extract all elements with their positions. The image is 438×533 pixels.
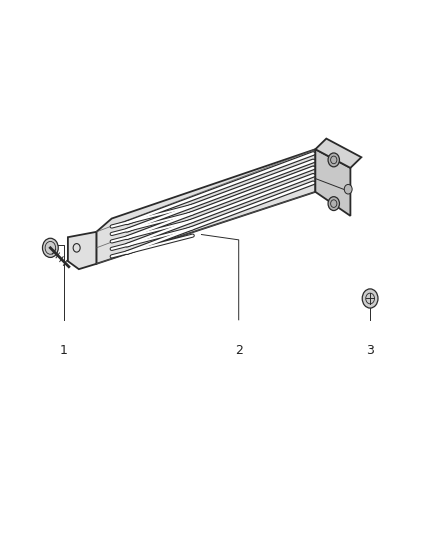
Circle shape: [328, 197, 339, 211]
Circle shape: [362, 289, 378, 308]
Text: 3: 3: [366, 344, 374, 357]
Text: 2: 2: [235, 344, 243, 357]
Text: 1: 1: [60, 344, 67, 357]
Circle shape: [42, 238, 58, 257]
Polygon shape: [315, 149, 350, 216]
Polygon shape: [68, 232, 96, 269]
Circle shape: [344, 184, 352, 194]
Polygon shape: [315, 139, 361, 168]
Circle shape: [328, 153, 339, 167]
Polygon shape: [96, 149, 315, 264]
